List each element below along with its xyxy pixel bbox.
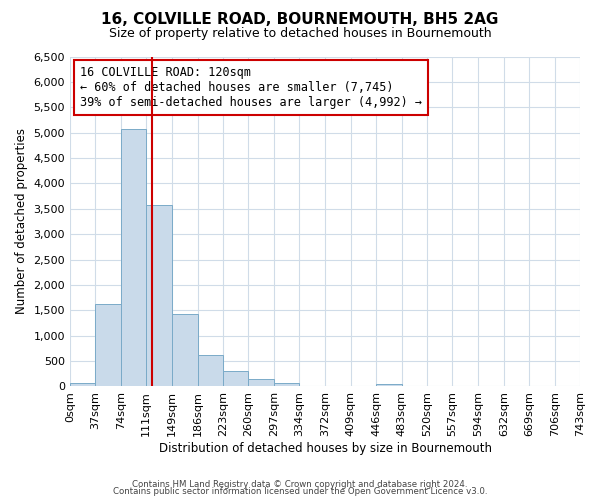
Bar bbox=[198, 355, 223, 386]
Bar bbox=[376, 384, 401, 386]
Text: Contains HM Land Registry data © Crown copyright and database right 2024.: Contains HM Land Registry data © Crown c… bbox=[132, 480, 468, 489]
Text: 16 COLVILLE ROAD: 120sqm
← 60% of detached houses are smaller (7,745)
39% of sem: 16 COLVILLE ROAD: 120sqm ← 60% of detach… bbox=[80, 66, 422, 110]
Bar bbox=[70, 382, 95, 386]
Bar bbox=[248, 379, 274, 386]
Bar bbox=[274, 384, 299, 386]
Bar bbox=[223, 371, 248, 386]
Text: 16, COLVILLE ROAD, BOURNEMOUTH, BH5 2AG: 16, COLVILLE ROAD, BOURNEMOUTH, BH5 2AG bbox=[101, 12, 499, 28]
Bar bbox=[95, 304, 121, 386]
Text: Size of property relative to detached houses in Bournemouth: Size of property relative to detached ho… bbox=[109, 28, 491, 40]
Text: Contains public sector information licensed under the Open Government Licence v3: Contains public sector information licen… bbox=[113, 487, 487, 496]
Bar bbox=[121, 128, 146, 386]
Bar bbox=[172, 314, 198, 386]
Bar bbox=[146, 205, 172, 386]
X-axis label: Distribution of detached houses by size in Bournemouth: Distribution of detached houses by size … bbox=[158, 442, 491, 455]
Y-axis label: Number of detached properties: Number of detached properties bbox=[15, 128, 28, 314]
